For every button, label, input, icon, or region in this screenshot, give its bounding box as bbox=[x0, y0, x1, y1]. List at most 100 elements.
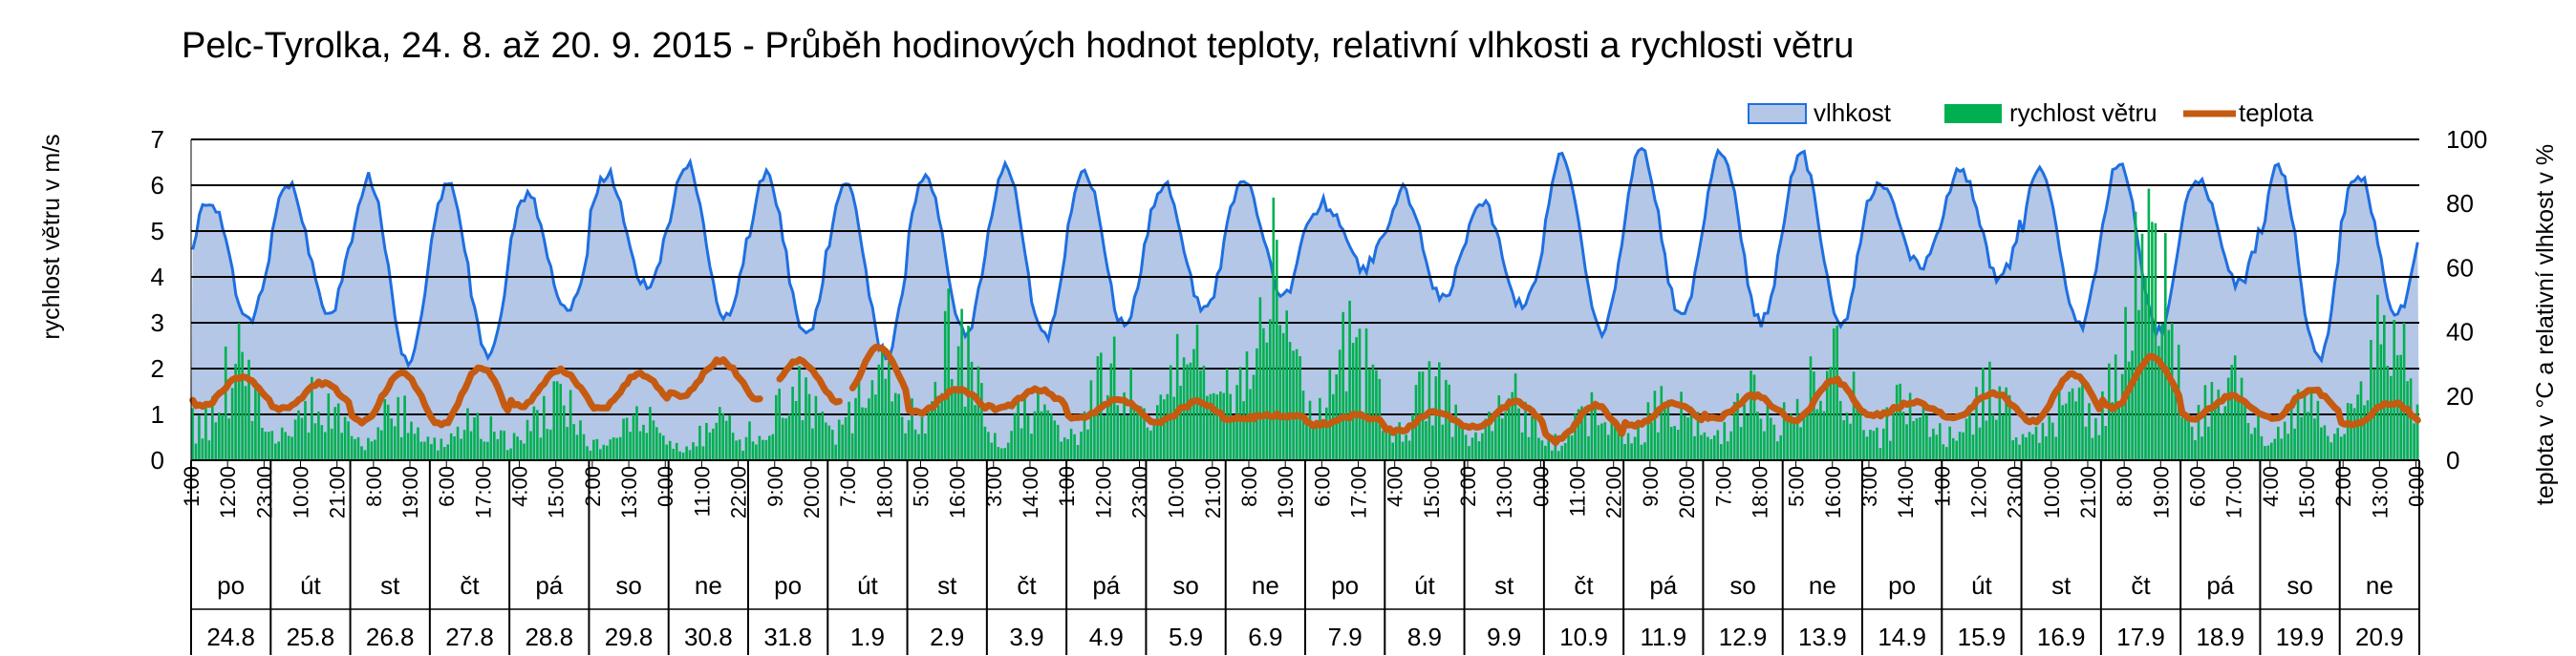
wind-bar bbox=[1750, 370, 1752, 460]
wind-bar bbox=[1547, 439, 1551, 460]
wind-bar bbox=[1527, 436, 1531, 460]
wind-bar bbox=[2280, 438, 2283, 460]
wind-bar bbox=[1726, 441, 1729, 460]
wind-bar bbox=[1882, 428, 1885, 460]
wind-bar bbox=[546, 429, 549, 460]
date-label: 19.9 bbox=[2276, 623, 2325, 651]
wind-bar bbox=[861, 407, 864, 460]
wind-bar bbox=[1819, 400, 1822, 460]
wind-bar bbox=[2134, 211, 2137, 460]
wind-bar bbox=[2343, 434, 2346, 460]
y-axis-left-label: rychlost větru v m/s bbox=[38, 134, 65, 339]
wind-bar bbox=[1577, 409, 1580, 460]
wind-bar bbox=[1213, 392, 1215, 460]
wind-bar bbox=[612, 437, 615, 460]
wind-bar bbox=[1325, 407, 1328, 460]
date-label: 2.9 bbox=[930, 623, 964, 651]
wind-bar bbox=[818, 414, 821, 460]
wind-bar bbox=[1398, 422, 1401, 460]
wind-bar bbox=[1537, 437, 1540, 460]
x-tick-label: 14:00 bbox=[1019, 466, 1042, 518]
wind-bar bbox=[1779, 435, 1782, 460]
wind-bar bbox=[486, 441, 489, 460]
weekday-label: čt bbox=[2131, 571, 2151, 600]
wind-bar bbox=[1520, 432, 1524, 460]
wind-bar bbox=[417, 427, 419, 460]
wind-bar bbox=[460, 438, 462, 460]
wind-bar bbox=[1119, 414, 1123, 460]
date-label: 3.9 bbox=[1009, 623, 1043, 651]
wind-bar bbox=[2025, 437, 2028, 460]
wind-bar bbox=[1626, 433, 1630, 460]
wind-bar bbox=[559, 383, 562, 460]
wind-bar bbox=[1010, 431, 1013, 460]
wind-bar bbox=[261, 428, 264, 460]
wind-bar bbox=[2233, 355, 2237, 460]
wind-bar bbox=[1276, 240, 1278, 460]
x-tick-label: 21:00 bbox=[1201, 466, 1225, 518]
wind-bar bbox=[2313, 418, 2316, 460]
wind-bar bbox=[363, 450, 367, 460]
wind-bar bbox=[2393, 320, 2395, 460]
wind-bar bbox=[2014, 437, 2018, 460]
wind-bar bbox=[997, 447, 1000, 460]
wind-bar bbox=[668, 440, 672, 460]
wind-bar bbox=[2194, 440, 2197, 460]
wind-bar bbox=[2323, 425, 2327, 460]
wind-bar bbox=[1116, 405, 1119, 460]
wind-bar bbox=[1457, 418, 1461, 460]
wind-bar bbox=[618, 436, 622, 460]
wind-bar bbox=[1355, 337, 1358, 460]
wind-bar bbox=[2316, 400, 2320, 460]
wind-bar bbox=[1321, 423, 1325, 460]
wind-bar bbox=[638, 431, 642, 460]
wind-bar bbox=[204, 407, 207, 460]
wind-bar bbox=[1126, 415, 1129, 460]
wind-bar bbox=[1026, 414, 1030, 460]
x-tick-label: 21:00 bbox=[2076, 466, 2100, 518]
x-tick-label: 9:00 bbox=[1639, 466, 1663, 507]
wind-bar bbox=[606, 445, 609, 460]
wind-bar bbox=[1683, 414, 1686, 460]
wind-bar bbox=[791, 387, 794, 460]
wind-bar bbox=[688, 450, 692, 460]
wind-bar bbox=[850, 433, 854, 460]
wind-bar bbox=[277, 441, 280, 460]
weekday-label: út bbox=[300, 571, 321, 600]
wind-bar bbox=[466, 408, 469, 460]
wind-bar bbox=[2007, 394, 2011, 460]
date-label: 28.8 bbox=[525, 623, 573, 651]
wind-bar bbox=[1063, 437, 1066, 460]
wind-bar bbox=[751, 441, 755, 460]
wind-bar bbox=[950, 379, 954, 460]
wind-bar bbox=[731, 433, 735, 460]
wind-bar bbox=[1106, 394, 1109, 460]
wind-bar bbox=[2200, 436, 2203, 460]
wind-bar bbox=[980, 383, 983, 460]
x-tick-label: 4:00 bbox=[1384, 466, 1407, 507]
y-right-tick-label: 0 bbox=[2446, 446, 2459, 475]
date-label: 24.8 bbox=[206, 623, 255, 651]
wind-bar bbox=[2144, 276, 2147, 460]
x-tick-label: 8:00 bbox=[1237, 466, 1261, 507]
wind-bar bbox=[970, 361, 974, 460]
wind-bar bbox=[632, 414, 635, 460]
wind-bar bbox=[635, 406, 638, 460]
wind-bar bbox=[1461, 428, 1464, 460]
wind-bar bbox=[218, 413, 221, 460]
wind-bar bbox=[376, 427, 380, 460]
wind-bar bbox=[1281, 332, 1285, 460]
wind-bar bbox=[419, 441, 423, 460]
wind-bar bbox=[1590, 391, 1594, 460]
wind-bar bbox=[393, 426, 397, 460]
x-tick-label: 10:00 bbox=[290, 466, 313, 518]
wind-bar bbox=[1053, 420, 1057, 460]
wind-bar bbox=[2363, 405, 2366, 460]
wind-bar bbox=[692, 442, 695, 460]
wind-bar bbox=[937, 405, 940, 460]
wind-bar bbox=[2101, 391, 2104, 460]
wind-bar bbox=[1971, 434, 1975, 460]
y-left-tick-label: 1 bbox=[151, 400, 164, 429]
wind-bar bbox=[864, 408, 868, 460]
y-left-tick-label: 2 bbox=[151, 354, 164, 383]
